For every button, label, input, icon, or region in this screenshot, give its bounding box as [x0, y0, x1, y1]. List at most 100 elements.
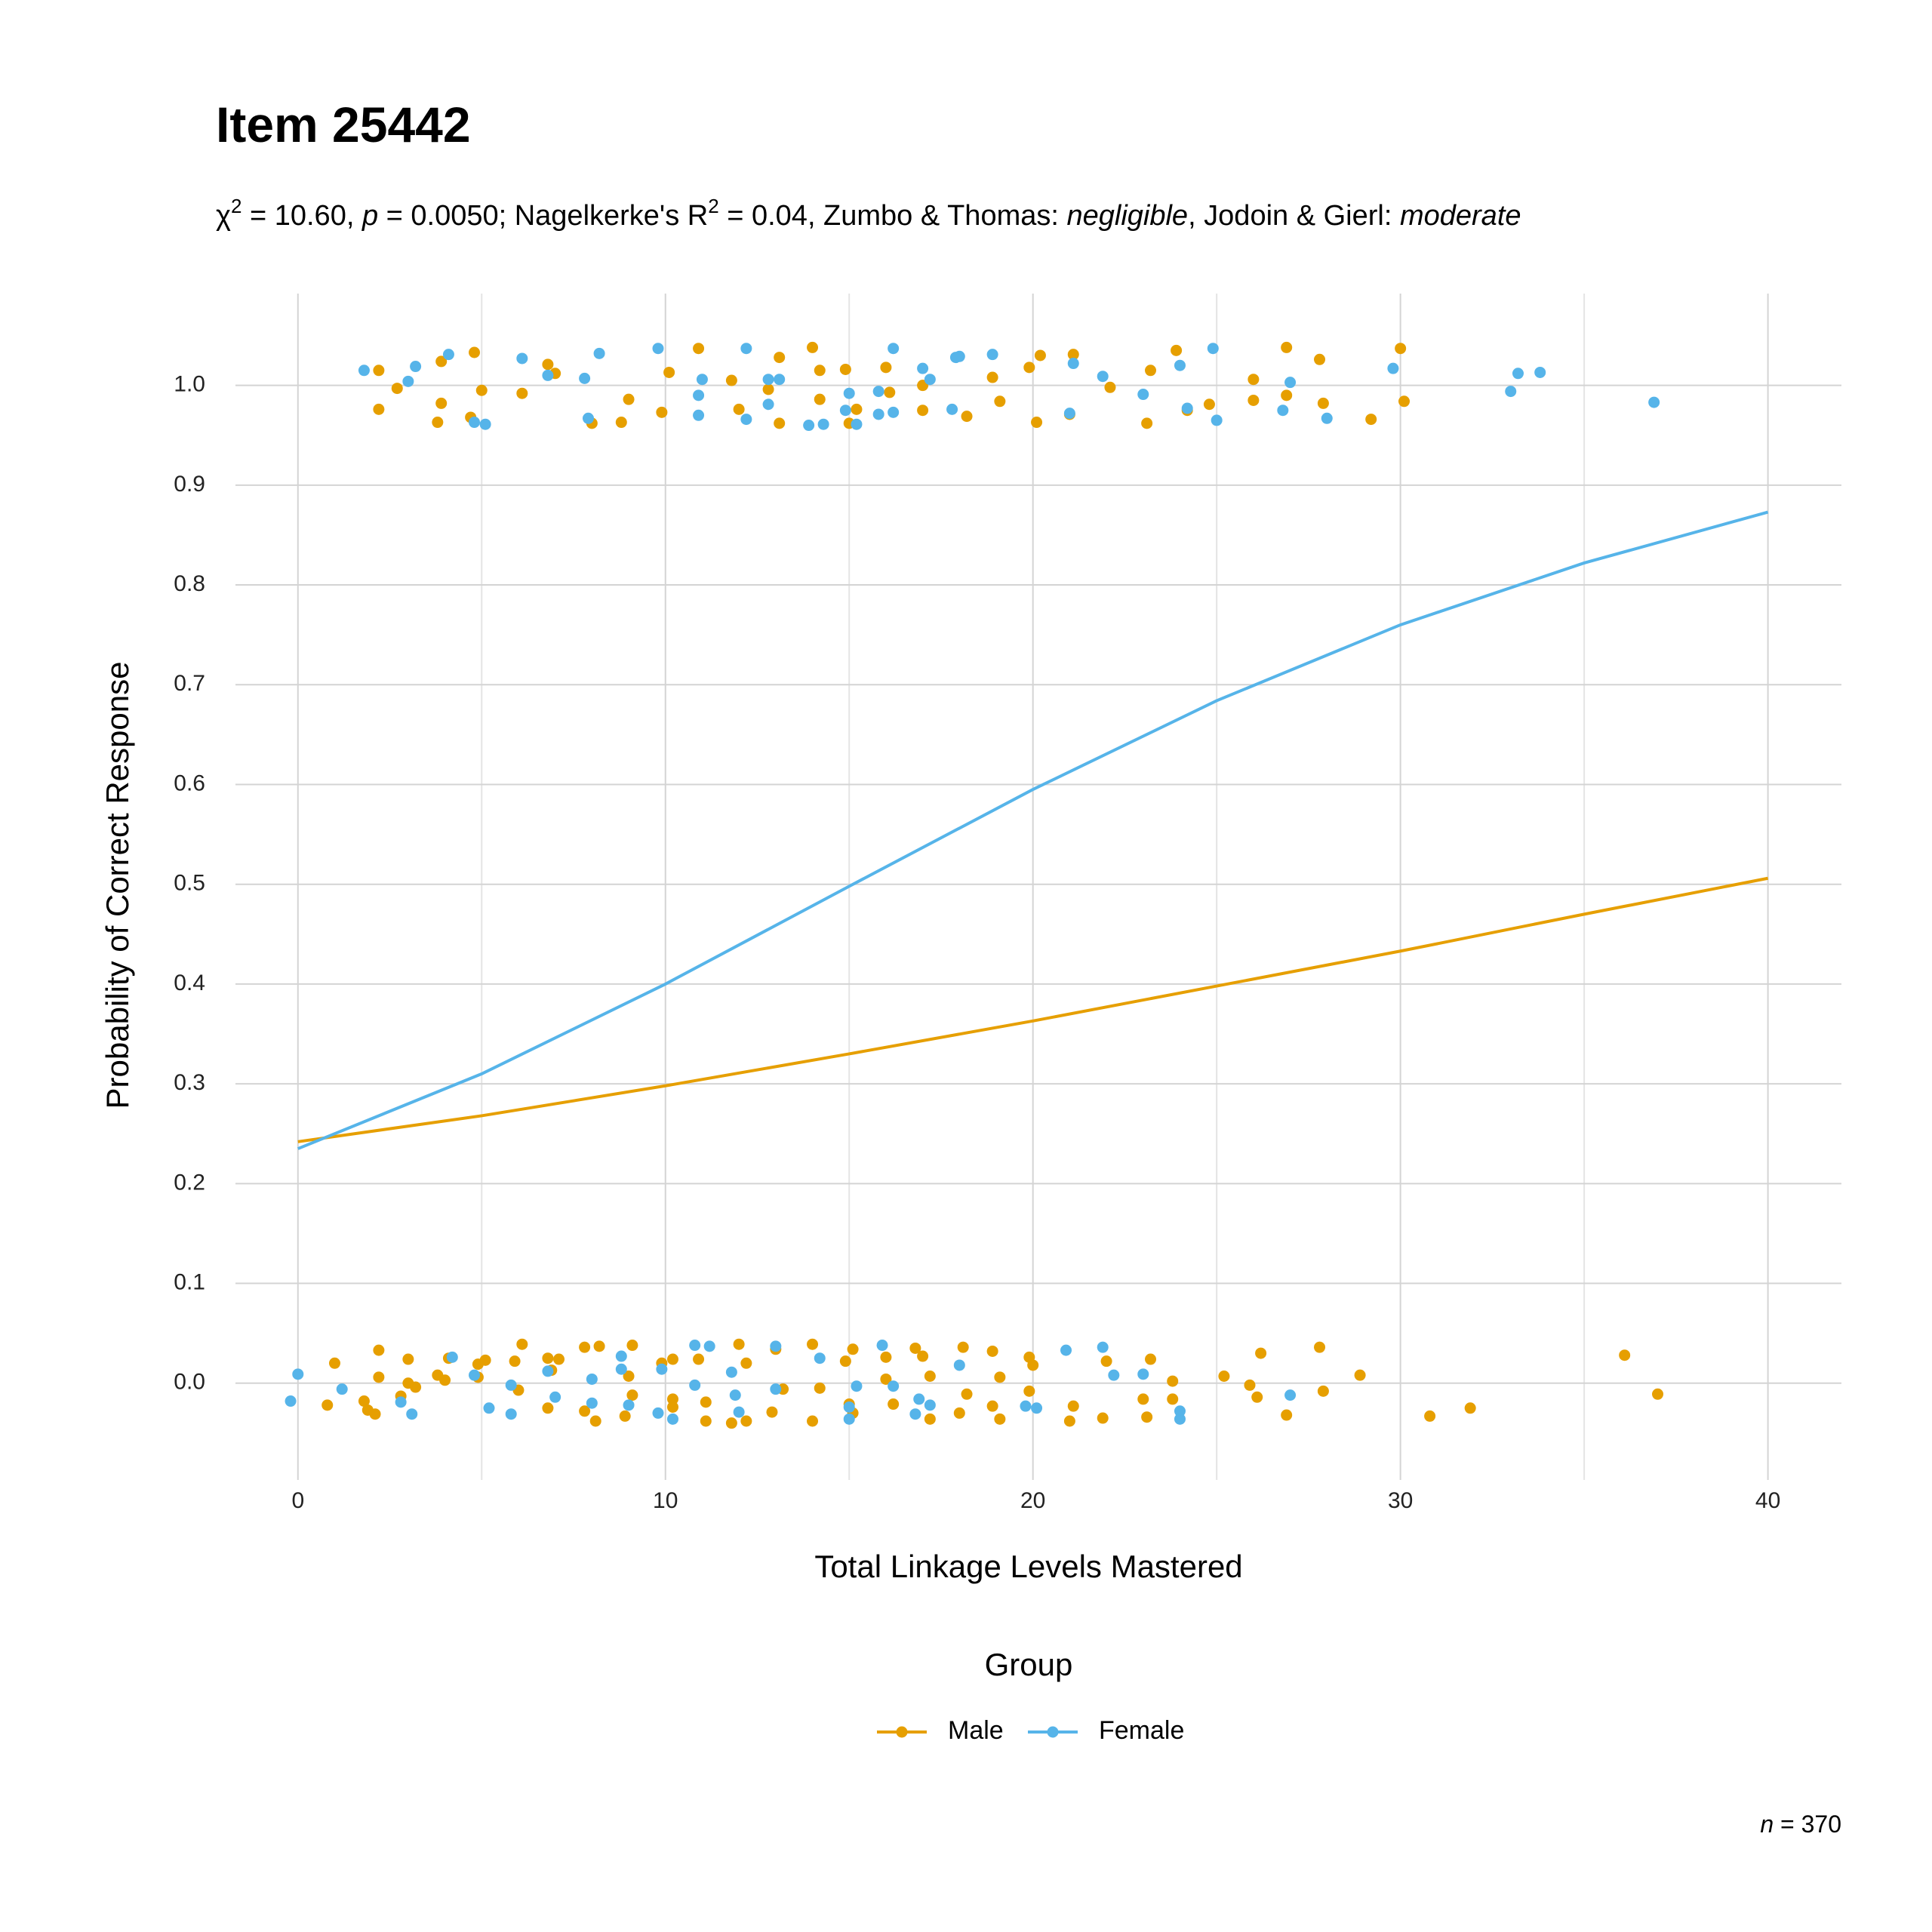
point: [839, 405, 851, 417]
point: [1104, 381, 1116, 393]
point: [725, 374, 737, 386]
point: [1031, 1402, 1043, 1414]
point: [1317, 1385, 1329, 1397]
y-tick-label: 1.0: [174, 372, 205, 397]
annotation-part: =: [1774, 1810, 1801, 1838]
point: [542, 358, 554, 371]
point: [888, 1398, 900, 1411]
point: [666, 1393, 678, 1405]
point: [740, 414, 752, 426]
annotation-part: n: [1760, 1810, 1774, 1838]
subtitle-part: , Jodoin & Gierl:: [1188, 200, 1400, 232]
point: [1167, 1393, 1179, 1405]
point: [593, 347, 605, 359]
x-tick-label: 20: [1020, 1488, 1045, 1513]
grid: [235, 294, 1841, 1480]
point: [762, 398, 774, 411]
point: [1023, 361, 1035, 374]
point: [652, 1407, 664, 1419]
point: [479, 1354, 491, 1366]
point: [946, 403, 958, 415]
point: [542, 1352, 554, 1364]
point: [762, 374, 774, 386]
point: [516, 387, 528, 399]
point: [623, 1370, 635, 1382]
point: [1321, 412, 1333, 424]
point: [1097, 1412, 1109, 1424]
point: [666, 1413, 678, 1425]
legend-dot: [896, 1726, 908, 1738]
point: [762, 383, 774, 395]
point: [843, 1413, 855, 1425]
point: [917, 1350, 929, 1362]
point: [872, 408, 884, 420]
point: [725, 1366, 737, 1378]
legend-label: Female: [1099, 1716, 1184, 1745]
point: [666, 1353, 678, 1365]
point: [814, 365, 826, 377]
point: [435, 355, 448, 368]
subtitle-part: 2: [708, 195, 718, 217]
point: [1137, 1393, 1149, 1405]
y-tick-label: 0.2: [174, 1170, 205, 1195]
point: [373, 1371, 385, 1383]
point: [770, 1383, 782, 1395]
point: [774, 417, 786, 429]
point: [1203, 398, 1215, 411]
point: [880, 1351, 892, 1363]
point: [509, 1355, 521, 1367]
point: [733, 1338, 745, 1350]
point: [1137, 1368, 1149, 1380]
point: [1097, 371, 1109, 383]
point: [774, 352, 786, 364]
point: [729, 1389, 741, 1401]
point: [1108, 1369, 1120, 1381]
x-tick-label: 40: [1755, 1488, 1780, 1513]
point: [807, 1415, 819, 1427]
point: [1060, 1344, 1072, 1356]
point: [733, 1406, 745, 1418]
point: [1145, 365, 1157, 377]
point: [1281, 389, 1293, 401]
point: [483, 1402, 495, 1414]
point: [663, 366, 675, 378]
point: [626, 1340, 638, 1352]
point: [1034, 349, 1046, 361]
point: [1137, 389, 1149, 401]
point: [1255, 1347, 1267, 1359]
point: [373, 365, 385, 377]
point: [1141, 417, 1153, 429]
fit-line: [297, 510, 1769, 1150]
point: [1097, 1341, 1109, 1353]
point: [373, 1344, 385, 1356]
point: [888, 1380, 900, 1392]
point: [909, 1408, 921, 1420]
y-tick-label: 0.0: [174, 1370, 205, 1395]
point: [693, 1353, 705, 1365]
point: [328, 1357, 340, 1369]
point: [446, 1351, 458, 1363]
point: [358, 1395, 370, 1407]
point: [851, 1380, 863, 1392]
annotation-part: 370: [1801, 1810, 1841, 1838]
point: [693, 389, 705, 401]
point: [817, 418, 829, 430]
point: [1174, 1405, 1186, 1417]
point: [766, 1406, 778, 1418]
point: [909, 1342, 921, 1354]
point: [839, 1355, 851, 1367]
point: [1145, 1353, 1157, 1365]
point: [1171, 344, 1183, 356]
chart-subtitle: χ2 = 10.60, p = 0.0050; Nagelkerke's R2 …: [216, 195, 1521, 232]
y-tick-label: 0.9: [174, 472, 205, 497]
point: [986, 1400, 998, 1412]
point: [1211, 414, 1223, 426]
point: [1247, 374, 1260, 386]
point: [1648, 396, 1660, 408]
point: [439, 1374, 451, 1386]
point: [689, 1340, 701, 1352]
point: [814, 393, 826, 405]
point: [615, 1363, 627, 1375]
point: [1020, 1400, 1032, 1412]
